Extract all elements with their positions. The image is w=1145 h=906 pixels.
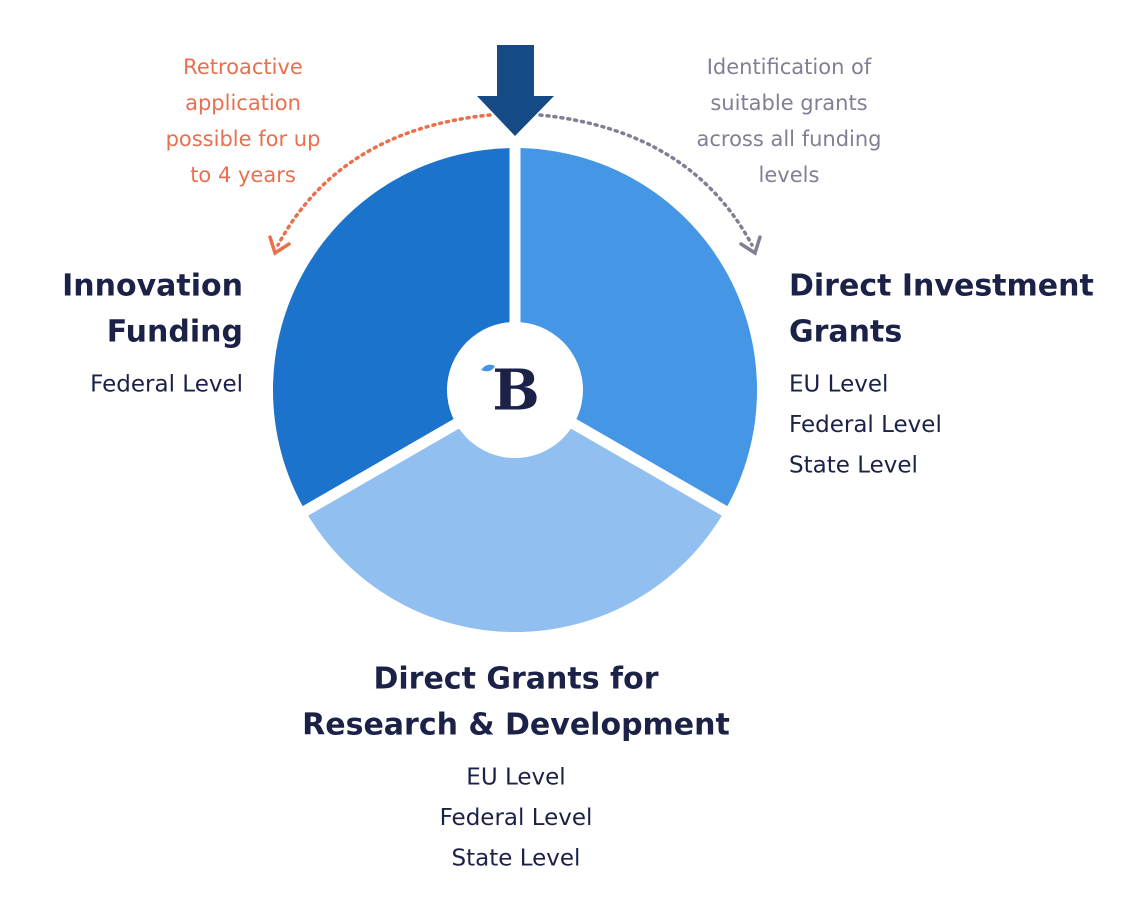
labels: Retroactive application possible for up to … bbox=[62, 55, 1094, 872]
arc-right-head bbox=[739, 235, 762, 256]
annotation-line: suitable grants bbox=[710, 91, 867, 115]
center-circle bbox=[447, 322, 583, 458]
annotation-line: Retroactive bbox=[183, 55, 303, 79]
arc-right bbox=[538, 113, 754, 247]
segment-level: Federal Level bbox=[90, 372, 243, 398]
segment-level: Federal Level bbox=[440, 805, 593, 831]
segment-title: Direct Grants for bbox=[373, 662, 658, 697]
segment-level: EU Level bbox=[789, 372, 888, 398]
segment-level: State Level bbox=[789, 453, 918, 479]
segment-level: Federal Level bbox=[789, 412, 942, 438]
segment-level: EU Level bbox=[466, 765, 565, 791]
segment-title: Innovation bbox=[62, 269, 243, 304]
segment-level: State Level bbox=[452, 846, 581, 872]
arc-left bbox=[276, 113, 492, 247]
annotation-line: across all funding bbox=[696, 127, 881, 151]
annotation-line: to 4 years bbox=[190, 163, 296, 187]
segment-title: Funding bbox=[107, 315, 243, 350]
segment-title: Direct Investment bbox=[789, 269, 1094, 304]
logo-drop bbox=[481, 364, 495, 372]
logo-letter: B bbox=[492, 358, 539, 424]
annotation-line: Identification of bbox=[707, 55, 872, 79]
annotation-line: levels bbox=[759, 163, 820, 187]
annotation-line: possible for up bbox=[166, 127, 321, 151]
wheel: B bbox=[272, 140, 758, 633]
input-arrow bbox=[477, 45, 554, 136]
annotation-line: application bbox=[185, 91, 301, 115]
segment-title: Research & Development bbox=[302, 708, 730, 743]
segment-title: Grants bbox=[789, 315, 902, 350]
arc-left-head bbox=[268, 235, 291, 256]
